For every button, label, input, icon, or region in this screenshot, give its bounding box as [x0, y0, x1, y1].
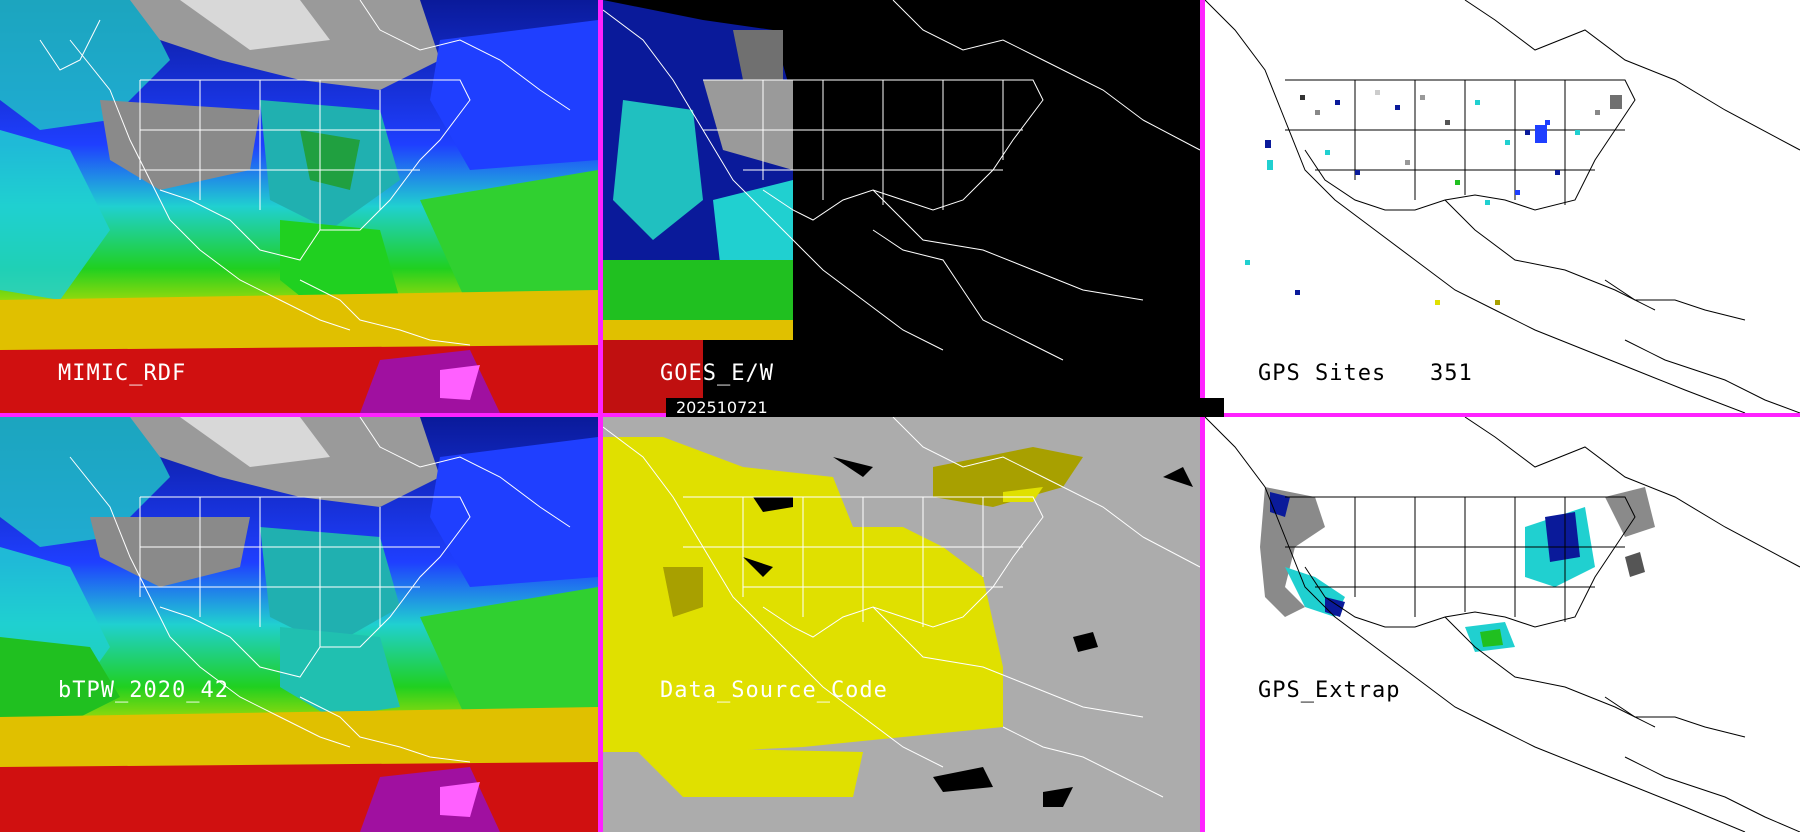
- mimic-rdf-panel: MIMIC_RDF: [0, 0, 598, 413]
- data-source-code-map: [603, 417, 1200, 832]
- goes-ew-label: GOES_E/W: [660, 361, 774, 386]
- data-source-code-label: Data_Source_Code: [660, 678, 888, 703]
- gps-sites-panel: GPS Sites 351: [1205, 0, 1800, 413]
- goes-map: [603, 0, 1200, 413]
- btpw-panel: bTPW_2020_42: [0, 417, 598, 832]
- goes-ew-panel: GOES_E/W: [603, 0, 1200, 413]
- btpw-map: [0, 417, 598, 832]
- gps-extrap-panel: GPS_Extrap: [1205, 417, 1800, 832]
- btpw-label: bTPW_2020_42: [58, 678, 229, 703]
- gps-sites-count: 351: [1430, 361, 1473, 386]
- timestamp-bar: 202510721: [666, 398, 1224, 417]
- mimic-map: [0, 0, 598, 413]
- gps-extrap-label: GPS_Extrap: [1258, 678, 1401, 703]
- gps-extrap-map: [1205, 417, 1800, 832]
- gps-sites-label: GPS Sites: [1258, 361, 1387, 386]
- data-source-code-panel: Data_Source_Code: [603, 417, 1200, 832]
- mimic-rdf-label: MIMIC_RDF: [58, 361, 187, 386]
- gps-sites-map: [1205, 0, 1800, 413]
- gps-site-markers: [1245, 90, 1622, 305]
